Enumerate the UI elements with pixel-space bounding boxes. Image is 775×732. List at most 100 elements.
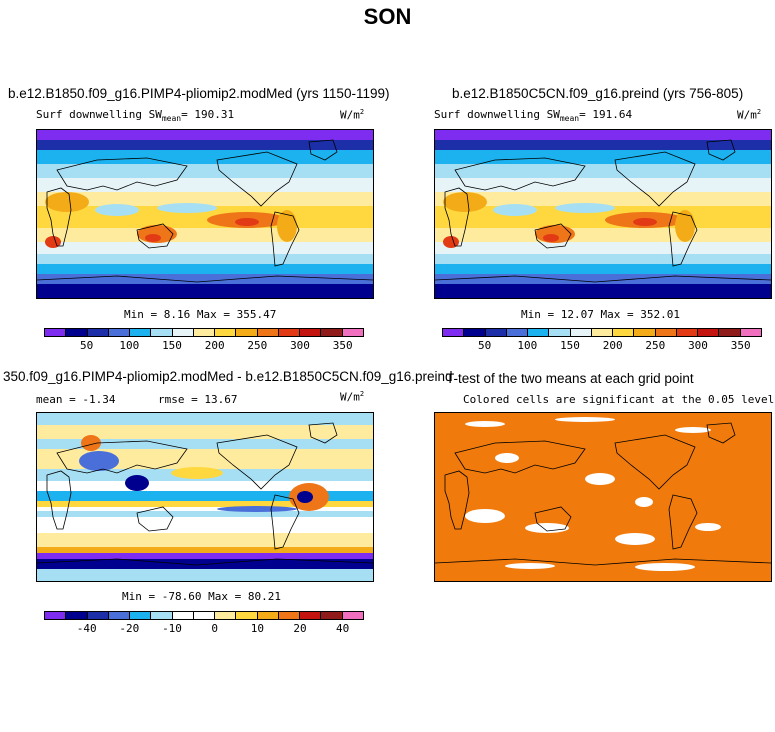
map-band bbox=[435, 140, 771, 150]
panel1-units: W/m2 bbox=[340, 108, 365, 122]
coastline bbox=[308, 139, 338, 161]
colorbar-swatch bbox=[321, 329, 343, 336]
map-band bbox=[37, 533, 373, 547]
colorbar-swatch bbox=[87, 329, 109, 336]
map-band bbox=[435, 192, 771, 206]
colorbar-swatch bbox=[66, 329, 88, 336]
map-blob bbox=[555, 417, 615, 422]
panel3-units: W/m2 bbox=[340, 390, 365, 404]
panel1-min-max: Min = 8.16 Max = 355.47 bbox=[124, 308, 277, 321]
colorbar-tick-label: 300 bbox=[290, 339, 310, 352]
coastline bbox=[46, 187, 72, 247]
map-blob bbox=[695, 523, 721, 531]
colorbar-swatch bbox=[698, 329, 720, 336]
panel1-map bbox=[36, 129, 374, 299]
colorbar-swatch bbox=[676, 329, 699, 336]
colorbar-swatch bbox=[66, 612, 88, 619]
colorbar-tick-label: 250 bbox=[247, 339, 268, 352]
coastline bbox=[46, 470, 72, 530]
coastline bbox=[136, 506, 174, 532]
map-blob bbox=[443, 192, 487, 212]
map-band bbox=[37, 425, 373, 439]
map-band bbox=[37, 511, 373, 517]
colorbar-swatch bbox=[236, 329, 258, 336]
colorbar-tick-label: 20 bbox=[293, 622, 307, 635]
colorbar-swatch bbox=[130, 329, 152, 336]
panel4-subtitle: Colored cells are significant at the 0.0… bbox=[463, 393, 775, 406]
colorbar-swatch bbox=[172, 329, 194, 336]
map-band bbox=[37, 491, 373, 501]
coastline bbox=[56, 157, 188, 191]
panel2-colorbar bbox=[442, 328, 762, 337]
map-band bbox=[37, 439, 373, 449]
colorbar-swatch bbox=[528, 329, 550, 336]
map-band bbox=[37, 242, 373, 254]
coastline bbox=[270, 211, 300, 267]
coastline bbox=[37, 558, 373, 566]
coastline bbox=[706, 139, 736, 161]
map-band bbox=[435, 130, 771, 140]
panel2-variable-label: Surf downwelling SWmean= 191.64 bbox=[434, 108, 633, 124]
map-band bbox=[37, 413, 373, 425]
map-blob bbox=[615, 533, 655, 545]
map-band bbox=[37, 501, 373, 507]
map-band bbox=[37, 553, 373, 559]
colorbar-tick-label: 40 bbox=[336, 622, 350, 635]
map-blob bbox=[633, 218, 657, 226]
map-band bbox=[37, 192, 373, 206]
coastline bbox=[136, 223, 174, 249]
panel3-title: 350.f09_g16.PIMP4-pliomip2.modMed - b.e1… bbox=[3, 369, 453, 384]
map-blob bbox=[95, 204, 139, 216]
map-blob bbox=[125, 475, 149, 491]
colorbar-swatch bbox=[300, 329, 322, 336]
panel2-units: W/m2 bbox=[737, 108, 762, 122]
coastline bbox=[534, 223, 572, 249]
map-blob bbox=[79, 451, 119, 471]
colorbar-swatch bbox=[108, 612, 131, 619]
colorbar-swatch bbox=[485, 329, 507, 336]
colorbar-tick-label: 250 bbox=[645, 339, 666, 352]
colorbar-swatch bbox=[342, 612, 363, 619]
figure-title: SON bbox=[363, 4, 412, 29]
map-blob bbox=[495, 453, 519, 463]
colorbar-tick-label: -40 bbox=[76, 622, 97, 635]
colorbar-tick-label: 150 bbox=[560, 339, 580, 352]
coastline bbox=[614, 434, 696, 490]
coastline bbox=[614, 151, 696, 207]
colorbar-swatch bbox=[151, 329, 173, 336]
panel3-map bbox=[36, 412, 374, 582]
coastline bbox=[534, 506, 572, 532]
colorbar-tick-label: 50 bbox=[80, 339, 94, 352]
colorbar-swatch bbox=[257, 612, 279, 619]
map-band bbox=[37, 130, 373, 140]
map-band bbox=[435, 413, 771, 581]
colorbar-tick-label: 100 bbox=[119, 339, 140, 352]
panel4-map bbox=[434, 412, 772, 582]
coastline bbox=[706, 422, 736, 444]
colorbar-swatch bbox=[570, 329, 592, 336]
panel1-title: b.e12.B1850.f09_g16.PIMP4-pliomip2.modMe… bbox=[8, 86, 390, 101]
colorbar-swatch bbox=[172, 612, 194, 619]
map-band bbox=[37, 569, 373, 581]
colorbar-swatch bbox=[719, 329, 741, 336]
colorbar-tick-label: -20 bbox=[119, 622, 140, 635]
map-band bbox=[37, 284, 373, 298]
coastline bbox=[216, 151, 298, 207]
colorbar-swatch bbox=[321, 612, 343, 619]
panel2-min-max: Min = 12.07 Max = 352.01 bbox=[521, 308, 680, 321]
map-blob bbox=[277, 210, 297, 242]
colorbar-swatch bbox=[549, 329, 571, 336]
panel1-colorbar bbox=[44, 328, 364, 337]
map-band bbox=[435, 150, 771, 164]
colorbar-swatch bbox=[740, 329, 761, 336]
map-band bbox=[435, 228, 771, 242]
coastline bbox=[37, 275, 373, 283]
colorbar-swatch bbox=[655, 329, 677, 336]
map-blob bbox=[81, 435, 101, 451]
map-blob bbox=[465, 509, 505, 523]
map-band bbox=[37, 449, 373, 469]
map-blob bbox=[157, 203, 217, 213]
map-band bbox=[435, 274, 771, 284]
map-band bbox=[435, 254, 771, 264]
colorbar-swatch bbox=[45, 329, 67, 336]
